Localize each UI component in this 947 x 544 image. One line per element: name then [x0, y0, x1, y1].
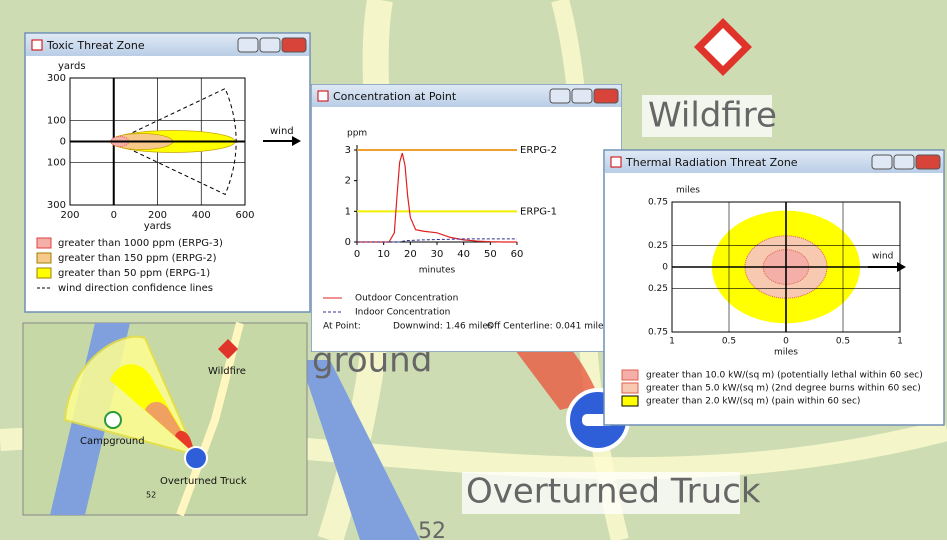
screen: Wildfire Overturned Truck ground 52 Wild… [0, 0, 947, 540]
window-button[interactable] [260, 38, 280, 52]
axis-label: ppm [347, 129, 367, 139]
y-tick-label: 0.75 [648, 198, 668, 208]
legend-label: greater than 5.0 kW/(sq m) (2nd degree b… [646, 384, 921, 394]
window-icon [32, 40, 42, 50]
legend-swatch [37, 268, 51, 278]
window-title: Thermal Radiation Threat Zone [625, 156, 798, 169]
close-button[interactable] [594, 89, 618, 103]
y-tick-label: 100 [47, 158, 66, 169]
wind-label: wind [270, 126, 294, 137]
legend-swatch [622, 370, 638, 380]
legend-swatch [622, 383, 638, 393]
footer-text: At Point: [323, 322, 361, 332]
window-title: Concentration at Point [333, 90, 457, 103]
axis-label: miles [676, 186, 700, 196]
wind-label: wind [872, 252, 893, 262]
y-tick-label: 3 [345, 145, 351, 156]
window-button[interactable] [238, 38, 258, 52]
window-button[interactable] [572, 89, 592, 103]
legend-label: greater than 2.0 kW/(sq m) (pain within … [646, 397, 860, 407]
thermal-window: Thermal Radiation Threat Zone 0.75 0.25 0 0.… [604, 150, 944, 425]
axis-label: minutes [419, 266, 456, 276]
x-tick-label: 0.5 [722, 337, 736, 347]
x-tick-label: 400 [192, 210, 211, 221]
window-title: Toxic Threat Zone [46, 39, 145, 52]
x-tick-label: 30 [431, 249, 444, 260]
legend-label: Indoor Concentration [355, 308, 450, 318]
window-icon [611, 157, 621, 167]
x-tick-label: 0 [354, 249, 360, 260]
x-tick-label: 0 [111, 210, 117, 221]
window-icon [318, 91, 328, 101]
inset-label: 52 [146, 491, 156, 500]
legend-label: Outdoor Concentration [355, 294, 458, 304]
axis-label: yards [144, 221, 172, 232]
map-label: Overturned Truck [466, 472, 761, 512]
close-button[interactable] [916, 155, 940, 169]
y-tick-label: 0 [662, 263, 668, 273]
legend-label: greater than 50 ppm (ERPG-1) [58, 268, 210, 279]
axis-label: yards [58, 61, 86, 72]
y-tick-label: 0.75 [648, 328, 668, 338]
x-tick-label: 1 [897, 337, 903, 347]
x-tick-label: 1 [669, 337, 675, 347]
x-tick-label: 200 [148, 210, 167, 221]
legend-label: greater than 1000 ppm (ERPG-3) [58, 238, 223, 249]
legend-swatch [37, 238, 51, 248]
legend-swatch [37, 253, 51, 263]
y-tick-label: 100 [47, 115, 66, 126]
x-tick-label: 200 [60, 210, 79, 221]
y-tick-label: 0 [60, 137, 66, 148]
legend-label: greater than 150 ppm (ERPG-2) [58, 253, 217, 264]
y-tick-label: 0.25 [648, 284, 668, 294]
legend-label: wind direction confidence lines [58, 283, 213, 294]
footer-text: Downwind: 1.46 miles [393, 322, 493, 332]
y-tick-label: 300 [47, 73, 66, 84]
x-tick-label: 20 [404, 249, 417, 260]
threshold-label: ERPG-2 [520, 145, 557, 156]
threshold-label: ERPG-1 [520, 206, 557, 217]
x-tick-label: 600 [235, 210, 254, 221]
legend-label: greater than 10.0 kW/(sq m) (potentially… [646, 371, 923, 381]
x-tick-label: 50 [484, 249, 497, 260]
legend-swatch [622, 396, 638, 406]
map-label: 52 [418, 519, 446, 540]
close-button[interactable] [282, 38, 306, 52]
window-button[interactable] [894, 155, 914, 169]
axis-label: miles [774, 348, 798, 358]
y-tick-label: 1 [345, 206, 351, 217]
inset-label: Campground [80, 436, 145, 447]
x-tick-label: 0 [783, 337, 789, 347]
y-tick-label: 0 [345, 237, 351, 248]
x-tick-label: 40 [457, 249, 470, 260]
window-button[interactable] [550, 89, 570, 103]
inset-label: Overturned Truck [160, 476, 247, 487]
map-label: Wildfire [648, 96, 777, 136]
y-tick-label: 0.25 [648, 241, 668, 251]
y-tick-label: 2 [345, 176, 351, 187]
inset-label: Wildfire [208, 366, 246, 377]
window-button[interactable] [872, 155, 892, 169]
footer-text: Off Centerline: 0.041 miles [487, 322, 609, 332]
x-tick-label: 10 [377, 249, 390, 260]
x-tick-label: 0.5 [836, 337, 850, 347]
x-tick-label: 60 [511, 249, 524, 260]
